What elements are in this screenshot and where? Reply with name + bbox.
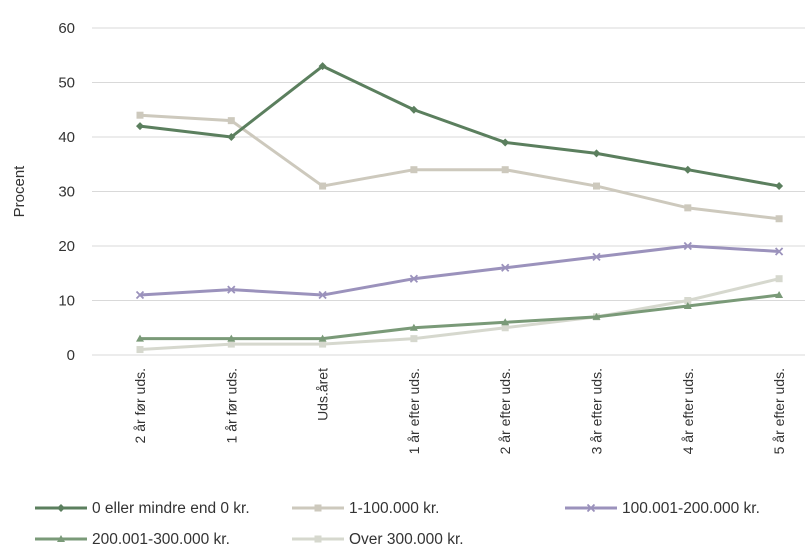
data-point bbox=[775, 215, 783, 223]
legend-label: 0 eller mindre end 0 kr. bbox=[92, 500, 250, 517]
data-point bbox=[774, 247, 784, 256]
legend: 0 eller mindre end 0 kr. 1-100.000 kr. 100… bbox=[35, 500, 760, 546]
data-point bbox=[684, 297, 692, 304]
data-point bbox=[775, 291, 784, 299]
data-point bbox=[227, 285, 236, 294]
legend-item: 0 eller mindre end 0 kr. bbox=[35, 500, 250, 517]
y-tick-label: 60 bbox=[58, 20, 75, 37]
data-point bbox=[683, 165, 692, 174]
data-point bbox=[683, 301, 692, 309]
data-point bbox=[501, 318, 510, 326]
data-point bbox=[136, 111, 144, 119]
data-point bbox=[593, 182, 600, 190]
data-point bbox=[410, 335, 418, 343]
x-tick-label: 1 år efter uds. bbox=[406, 368, 422, 454]
data-point bbox=[501, 263, 510, 272]
legend-item: 200.001-300.000 kr. bbox=[35, 531, 230, 546]
data-point bbox=[592, 252, 601, 262]
data-point bbox=[409, 274, 419, 283]
x-axis-ticks: 2 år før uds. 1 år før uds. Uds.året 1 år e… bbox=[132, 368, 787, 454]
data-point bbox=[57, 535, 65, 542]
legend-item: Over 300.000 kr. bbox=[292, 531, 464, 546]
data-point bbox=[314, 504, 322, 512]
data-point bbox=[586, 503, 596, 513]
x-tick-label: 5 år efter uds. bbox=[771, 368, 787, 454]
series-line bbox=[140, 293, 780, 341]
x-tick-label: 1 år før uds. bbox=[223, 368, 239, 443]
data-point bbox=[409, 105, 418, 114]
data-point bbox=[592, 149, 601, 158]
data-point bbox=[683, 241, 692, 251]
y-axis-ticks: 0 10 20 30 40 50 60 bbox=[58, 20, 75, 364]
y-tick-label: 40 bbox=[58, 129, 75, 146]
data-point bbox=[775, 182, 784, 191]
legend-label: 100.001-200.000 kr. bbox=[622, 500, 760, 517]
data-point bbox=[135, 290, 145, 300]
y-tick-label: 0 bbox=[67, 347, 75, 364]
x-tick-label: 2 år før uds. bbox=[132, 368, 148, 443]
data-point bbox=[501, 324, 509, 332]
legend-label: Over 300.000 kr. bbox=[349, 531, 464, 546]
x-tick-label: 3 år efter uds. bbox=[589, 368, 605, 454]
data-point bbox=[319, 182, 327, 190]
data-point bbox=[592, 312, 601, 320]
y-tick-label: 30 bbox=[58, 184, 75, 201]
data-point bbox=[136, 122, 144, 131]
data-point bbox=[318, 334, 327, 342]
series-line bbox=[139, 113, 780, 221]
legend-item: 1-100.000 kr. bbox=[292, 500, 439, 517]
data-point bbox=[57, 504, 65, 512]
data-point bbox=[318, 290, 327, 300]
legend-label: 200.001-300.000 kr. bbox=[92, 531, 230, 546]
data-point bbox=[227, 340, 235, 348]
data-point bbox=[136, 346, 144, 354]
data-point bbox=[136, 334, 144, 342]
series-200.001-300.000 kr. bbox=[136, 291, 784, 342]
data-point bbox=[227, 334, 236, 342]
y-tick-label: 50 bbox=[58, 75, 75, 92]
data-point bbox=[318, 62, 327, 71]
y-tick-label: 10 bbox=[58, 293, 75, 310]
data-point bbox=[410, 166, 418, 174]
y-axis-title: Procent bbox=[11, 165, 28, 218]
series-line bbox=[139, 64, 780, 188]
data-point bbox=[501, 138, 510, 147]
data-point bbox=[501, 166, 509, 174]
data-point bbox=[314, 535, 322, 543]
legend-label: 1-100.000 kr. bbox=[349, 500, 439, 517]
data-point bbox=[227, 133, 236, 141]
data-point bbox=[684, 204, 692, 212]
series-100.001-200.000 kr. bbox=[135, 241, 784, 300]
legend-item: 100.001-200.000 kr. bbox=[565, 500, 760, 517]
data-point bbox=[319, 340, 327, 348]
gridlines bbox=[92, 27, 805, 356]
y-tick-label: 20 bbox=[58, 238, 75, 255]
x-tick-label: 4 år efter uds. bbox=[680, 368, 696, 454]
series-lines bbox=[135, 62, 784, 354]
data-point bbox=[227, 117, 235, 125]
data-point bbox=[409, 323, 418, 331]
series-line bbox=[139, 244, 780, 297]
x-tick-label: 2 år efter uds. bbox=[497, 368, 513, 454]
x-tick-label: Uds.året bbox=[315, 368, 331, 421]
series-line bbox=[139, 277, 780, 352]
series-1-100.000 kr. bbox=[136, 111, 783, 223]
series-0 eller mindre end 0 kr. bbox=[136, 62, 784, 191]
data-point bbox=[775, 275, 783, 283]
